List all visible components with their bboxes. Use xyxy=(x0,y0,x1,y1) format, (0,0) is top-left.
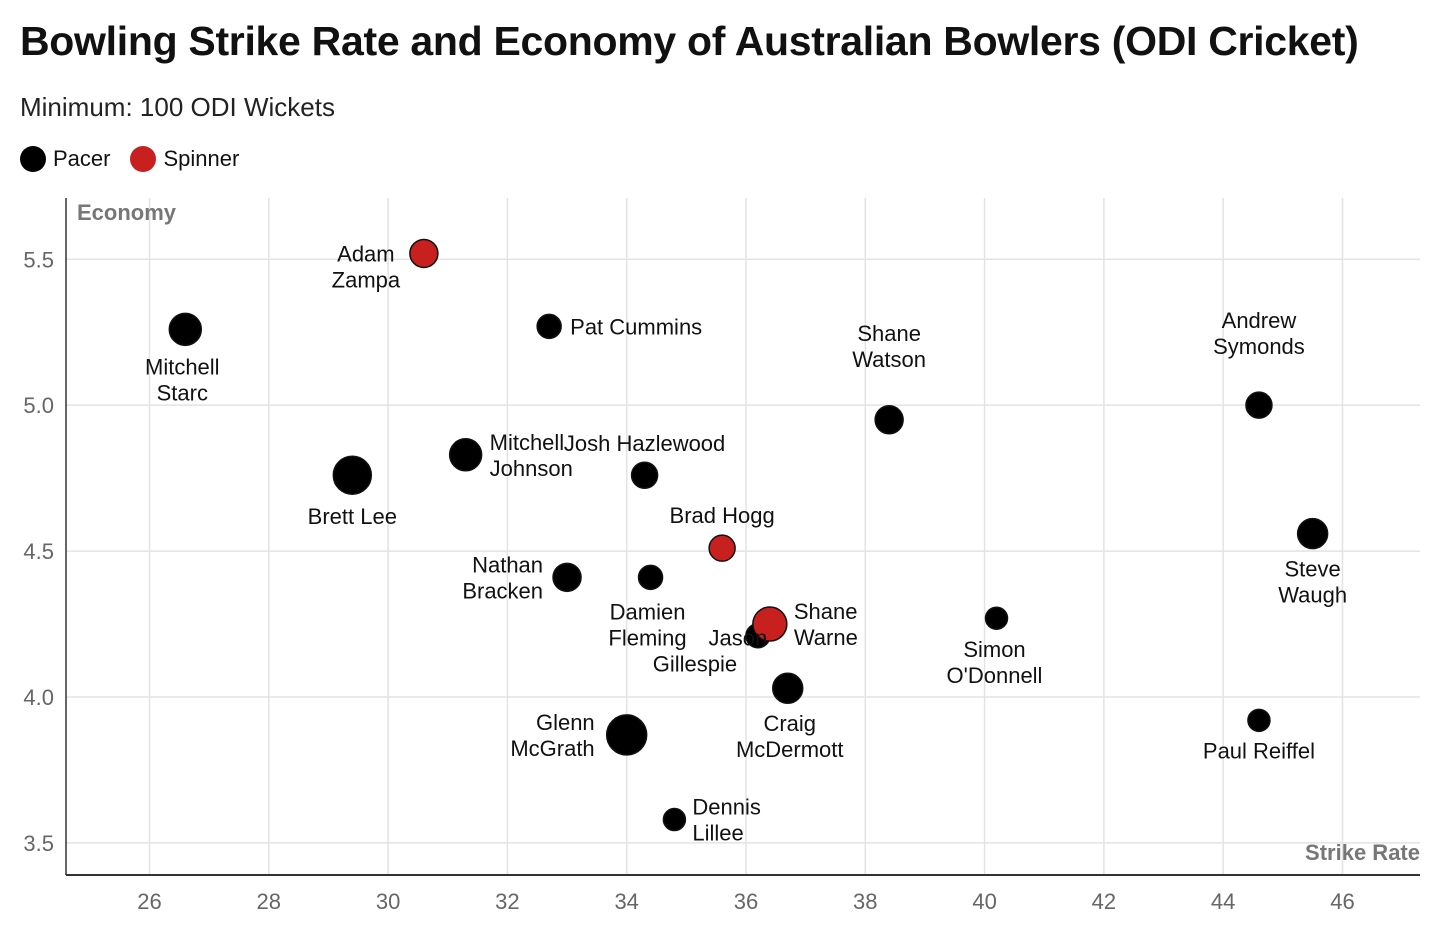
legend: Pacer Spinner xyxy=(20,146,259,172)
point-paul-reiffel[interactable] xyxy=(1247,708,1271,733)
label-brad-hogg: Brad Hogg xyxy=(670,503,775,528)
point-brad-hogg[interactable] xyxy=(708,534,736,562)
chart-subtitle: Minimum: 100 ODI Wickets xyxy=(20,92,335,122)
label-pat-cummins: Pat Cummins xyxy=(570,314,702,339)
data-points xyxy=(168,238,1329,832)
point-steve-waugh[interactable] xyxy=(1296,517,1329,550)
label-jason-gillespie: Jason Gillespie xyxy=(653,626,768,677)
point-glenn-mcgrath[interactable] xyxy=(605,714,648,756)
legend-label-pacer: Pacer xyxy=(53,146,111,171)
label-brett-lee: Brett Lee xyxy=(308,504,397,529)
x-tick-label: 46 xyxy=(1330,889,1354,914)
label-dennis-lillee: Dennis Lillee xyxy=(692,795,760,846)
point-shane-watson[interactable] xyxy=(874,405,904,435)
x-axis-title: Strike Rate xyxy=(1305,840,1420,865)
legend-item-spinner[interactable]: Spinner xyxy=(130,146,239,172)
label-shane-warne: Shane Warne xyxy=(794,599,858,650)
x-tick-label: 28 xyxy=(257,889,281,914)
legend-swatch-pacer xyxy=(20,146,46,172)
label-nathan-bracken: Nathan Bracken xyxy=(462,552,543,603)
point-pat-cummins[interactable] xyxy=(536,313,562,340)
legend-swatch-spinner xyxy=(130,146,157,172)
point-adam-zampa[interactable] xyxy=(409,238,439,269)
point-labels: Mitchell Starc Brett Lee Mitchell Johnson Pat… xyxy=(145,241,1347,845)
label-shane-watson: Shane Watson xyxy=(852,321,926,372)
point-nathan-bracken[interactable] xyxy=(552,562,582,593)
point-craig-mcdermott[interactable] xyxy=(771,672,804,704)
label-glenn-mcgrath: Glenn McGrath xyxy=(510,710,594,761)
y-tick-label: 4.5 xyxy=(23,539,54,564)
x-tick-label: 44 xyxy=(1211,889,1235,914)
label-damien-fleming: Damien Fleming xyxy=(608,599,686,650)
point-josh-hazlewood[interactable] xyxy=(630,461,659,489)
label-mitchell-starc: Mitchell Starc xyxy=(145,354,220,405)
x-tick-label: 34 xyxy=(614,889,638,914)
point-shane-warne[interactable] xyxy=(752,606,788,642)
label-mitchell-johnson: Mitchell Johnson xyxy=(490,430,573,481)
label-adam-zampa: Adam Zampa xyxy=(332,241,401,292)
y-tick-label: 3.5 xyxy=(23,831,54,856)
x-tick-label: 40 xyxy=(972,889,996,914)
point-andrew-symonds[interactable] xyxy=(1245,391,1273,419)
y-tick-label: 5.5 xyxy=(23,247,54,272)
x-tick-label: 36 xyxy=(734,889,758,914)
point-brett-lee[interactable] xyxy=(332,455,373,495)
label-josh-hazlewood: Josh Hazlewood xyxy=(564,431,725,456)
x-tick-label: 32 xyxy=(495,889,519,914)
x-tick-label: 30 xyxy=(376,889,400,914)
point-mitchell-johnson[interactable] xyxy=(448,438,483,472)
label-simon-o-donnell: Simon O'Donnell xyxy=(947,637,1043,688)
point-damien-fleming[interactable] xyxy=(637,564,664,591)
x-tick-label: 42 xyxy=(1092,889,1116,914)
label-paul-reiffel: Paul Reiffel xyxy=(1203,738,1315,763)
y-axis-title: Economy xyxy=(77,200,177,225)
axes: 26 28 30 32 34 36 38 40 42 44 46 3.5 4.0 4.5 5.0 5.5 Eco… xyxy=(23,198,1420,914)
label-steve-waugh: Steve Waugh xyxy=(1278,557,1347,608)
legend-label-spinner: Spinner xyxy=(163,146,240,171)
x-tick-label: 38 xyxy=(853,889,877,914)
legend-item-pacer[interactable]: Pacer xyxy=(20,146,110,172)
grid-lines xyxy=(66,198,1420,875)
chart-title: Bowling Strike Rate and Economy of Austr… xyxy=(20,18,1359,64)
label-craig-mcdermott: Craig McDermott xyxy=(736,711,844,762)
y-tick-label: 4.0 xyxy=(23,685,54,710)
point-simon-o-donnell[interactable] xyxy=(984,606,1009,630)
y-tick-label: 5.0 xyxy=(23,393,54,418)
x-tick-label: 26 xyxy=(137,889,161,914)
label-andrew-symonds: Andrew Symonds xyxy=(1213,308,1305,359)
point-dennis-lillee[interactable] xyxy=(662,807,687,832)
point-mitchell-starc[interactable] xyxy=(168,312,203,347)
